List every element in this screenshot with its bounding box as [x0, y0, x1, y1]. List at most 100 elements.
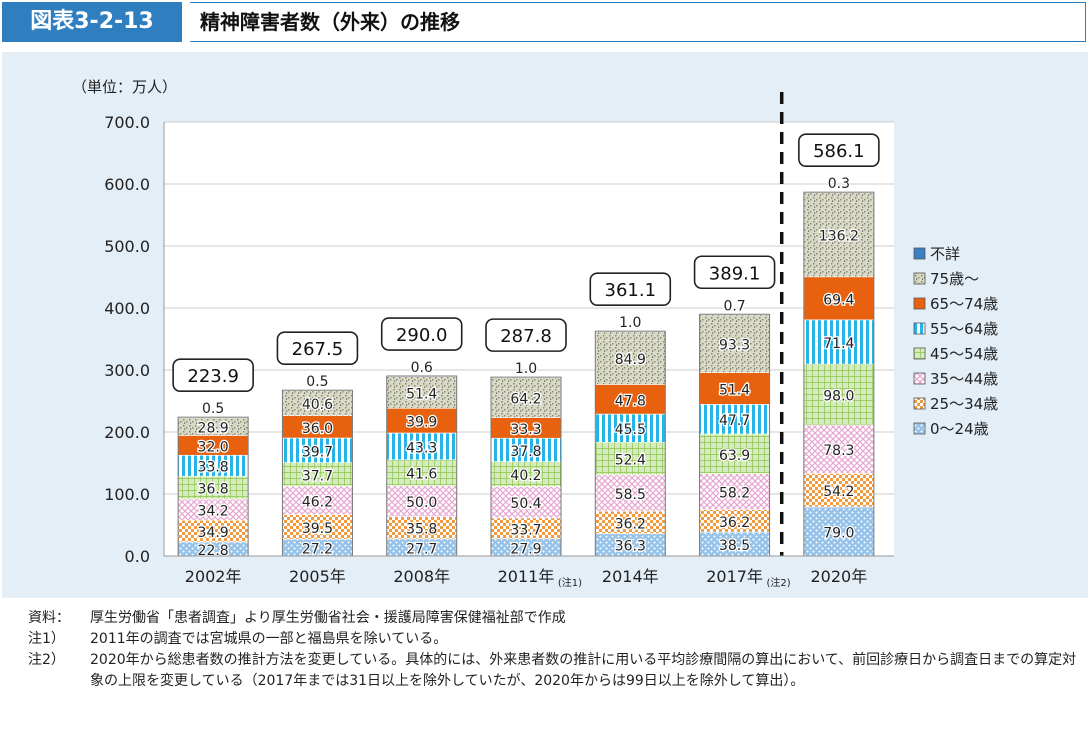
value-label: 33.3: [510, 422, 541, 438]
legend-label: 35～44歳: [930, 370, 998, 388]
value-label: 36.0: [302, 421, 333, 437]
bar-segment: [282, 485, 353, 515]
stacked-bar-chart: （単位：万人） 0.0 100.0 200.0 300.0 400.0 500.0 600.0…: [72, 78, 998, 589]
bar-segment: [594, 474, 666, 512]
note-text: 厚生労働省「患者調査」より厚生労働省社会・援護局障害保健福祉部で作成: [90, 610, 566, 626]
total-box: [276, 331, 359, 366]
value-label: 50.0: [406, 495, 437, 511]
value-label: 84.9: [615, 352, 646, 368]
total-label: 290.0: [396, 325, 448, 346]
total-label: 267.5: [292, 339, 344, 360]
note-2: 注2） 2020年から総患者数の推計方法を変更している。具体的には、外来患者数の…: [28, 650, 1078, 692]
value-label: 1.0: [515, 361, 537, 377]
legend-label: 25～34歳: [930, 395, 998, 413]
legend-swatch: [913, 372, 926, 385]
bar-segment: [386, 376, 458, 409]
bar-segment: [386, 407, 458, 434]
unit-label: （単位：万人）: [72, 78, 177, 96]
value-label: 38.5: [719, 538, 750, 554]
value-label: 41.6: [406, 467, 437, 483]
bar-segment: [282, 390, 353, 416]
value-label: 54.2: [823, 484, 854, 500]
total-box: [172, 358, 254, 392]
bar-segment: [490, 461, 562, 487]
x-tick-label: 2005年: [289, 567, 346, 586]
value-label: 32.0: [198, 439, 229, 455]
value-label: 33.8: [198, 460, 229, 476]
bar-segment: [594, 384, 666, 415]
notes-section: 資料： 厚生労働省「患者調査」より厚生労働省社会・援護局障害保健福祉部で作成 注…: [28, 608, 1078, 692]
value-label: 35.8: [406, 522, 437, 538]
value-label: 36.2: [719, 515, 750, 531]
legend-label: 65～74歳: [930, 295, 998, 313]
legend-swatch: [913, 347, 926, 360]
bar-segment: [594, 413, 666, 443]
value-label: 37.7: [302, 468, 333, 484]
value-label: 40.6: [302, 397, 333, 413]
value-label: 0.7: [723, 298, 745, 314]
value-label: 39.7: [302, 444, 333, 460]
legend-swatch: [913, 272, 926, 285]
value-label: 58.2: [719, 486, 750, 502]
total-label: 361.1: [605, 280, 657, 301]
value-label: 93.3: [719, 338, 750, 354]
total-box: [589, 272, 672, 306]
note-key: 注1）: [28, 631, 65, 647]
y-tick-label: 200.0: [104, 423, 150, 442]
y-tick-label: 0.0: [125, 547, 150, 566]
value-label: 36.3: [615, 539, 646, 555]
value-label: 40.2: [510, 468, 541, 484]
value-label: 27.2: [302, 542, 333, 558]
value-label: 27.9: [510, 541, 541, 557]
bar-segment: [803, 363, 875, 426]
legend-label: 75歳～: [930, 270, 979, 288]
bar-segment: [490, 377, 562, 418]
total-box: [380, 317, 463, 351]
figure-title: 精神障害者数（外来）の推移: [190, 2, 1086, 42]
total-label: 586.1: [813, 141, 865, 162]
value-label: 0.3: [828, 176, 850, 192]
x-tick-note: (注1): [558, 576, 582, 589]
value-label: 63.9: [719, 448, 750, 464]
value-label: 69.4: [823, 292, 854, 308]
note-1: 注1） 2011年の調査では宮城県の一部と福島県を除いている。: [28, 629, 1078, 650]
value-label: 51.4: [719, 382, 750, 398]
total-box: [693, 255, 776, 290]
value-label: 58.5: [615, 487, 646, 503]
y-tick-label: 700.0: [104, 113, 150, 132]
note-text: 2011年の調査では宮城県の一部と福島県を除いている。: [90, 631, 448, 647]
legend-swatch: [913, 322, 926, 335]
value-label: 0.5: [202, 401, 224, 417]
bar-segment: [386, 432, 458, 461]
legend-label: 45～54歳: [930, 345, 998, 363]
value-label: 47.7: [719, 413, 750, 429]
value-label: 51.4: [406, 386, 437, 402]
legend-label: 55～64歳: [930, 320, 998, 338]
value-label: 50.4: [510, 496, 541, 512]
legend-swatch: [913, 297, 926, 310]
y-tick-label: 600.0: [104, 175, 150, 194]
chart-panel: （単位：万人） 0.0 100.0 200.0 300.0 400.0 500.0 600.0…: [2, 52, 1088, 598]
value-label: 0.6: [411, 360, 433, 376]
legend-swatch: [913, 247, 926, 260]
bar-segment: [803, 192, 875, 278]
value-label: 71.4: [823, 336, 854, 352]
x-tick-note: (注2): [766, 576, 790, 589]
legend-swatch: [913, 422, 926, 435]
value-label: 37.8: [510, 444, 541, 460]
value-label: 52.4: [615, 453, 646, 469]
y-tick-label: 100.0: [104, 485, 150, 504]
value-label: 34.2: [198, 504, 229, 520]
value-label: 39.9: [406, 415, 437, 431]
x-tick-label: 2011年: [498, 567, 555, 586]
note-key: 注2）: [28, 652, 65, 668]
value-label: 28.9: [198, 420, 229, 436]
bar-segment: [803, 473, 875, 508]
value-label: 43.3: [406, 440, 437, 456]
legend-swatch: [913, 397, 926, 410]
note-source: 資料： 厚生労働省「患者調査」より厚生労働省社会・援護局障害保健福祉部で作成: [28, 608, 1078, 629]
figure-number-badge: 図表3-2-13: [2, 2, 182, 42]
value-label: 136.2: [819, 229, 859, 245]
total-label: 389.1: [709, 263, 761, 284]
value-label: 36.8: [198, 482, 229, 498]
